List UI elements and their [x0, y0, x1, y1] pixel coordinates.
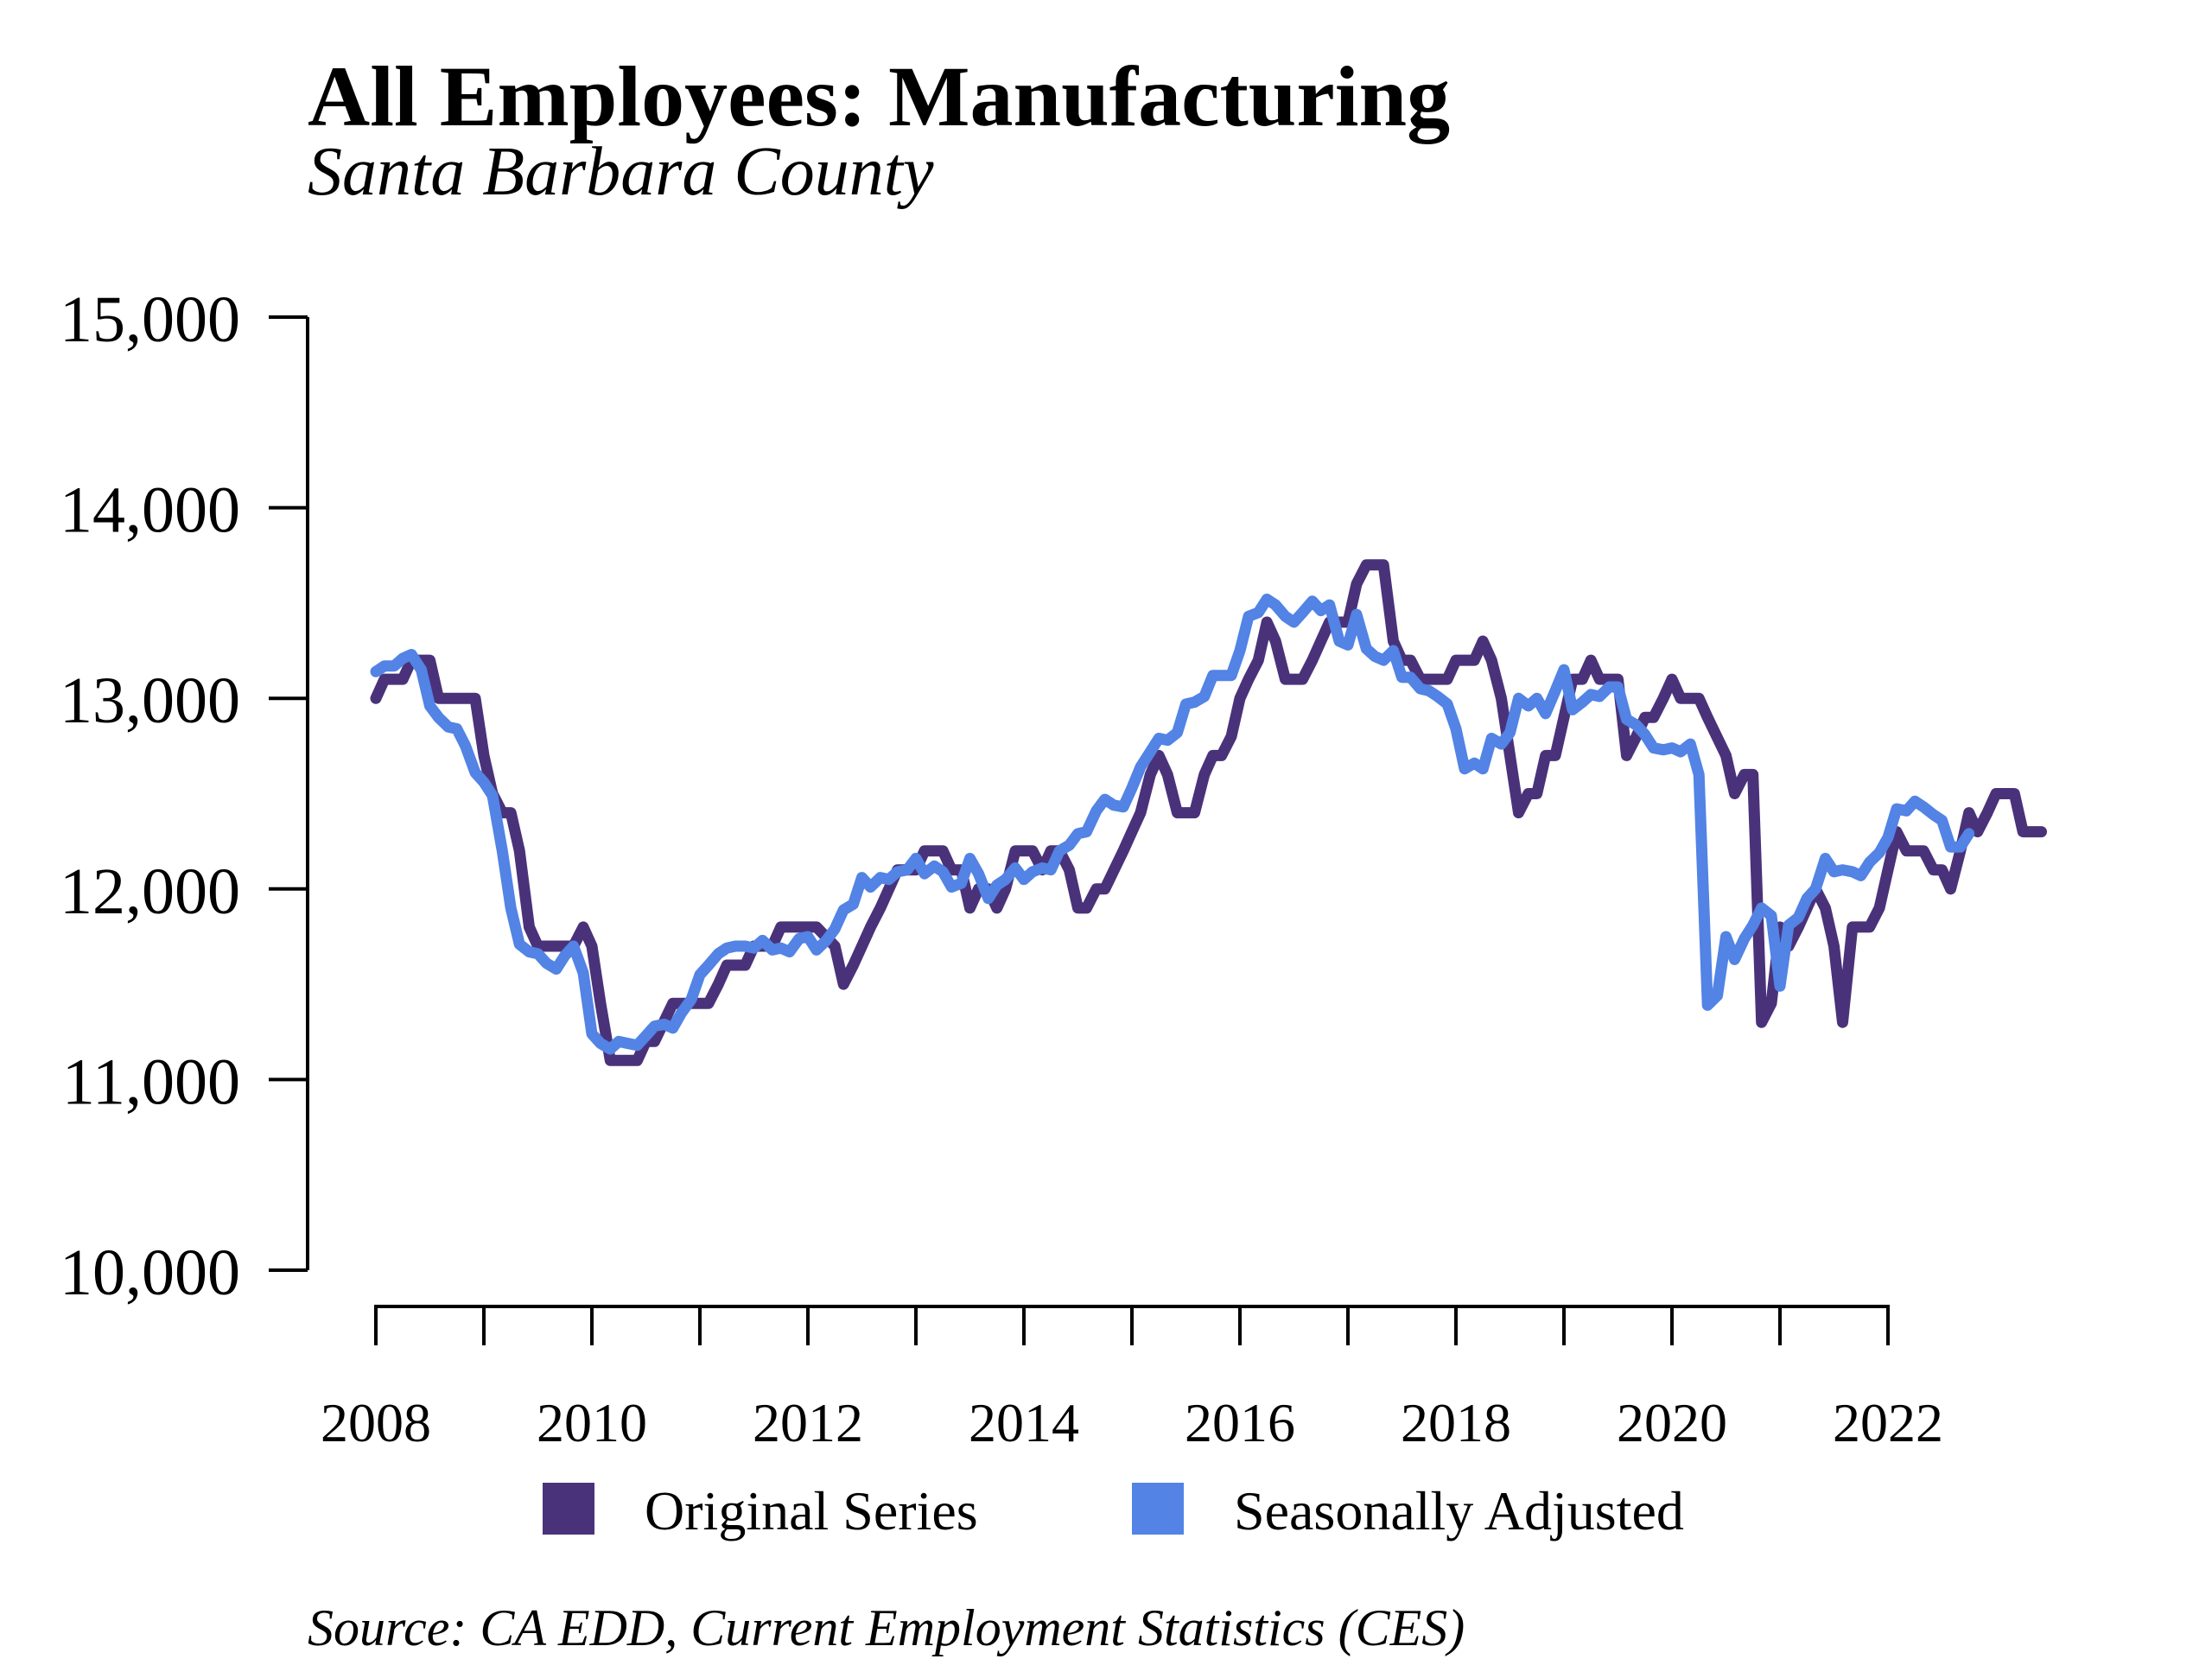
x-tick-label: 2022 [1833, 1392, 1943, 1453]
y-tick-label: 14,000 [60, 474, 240, 547]
x-axis: 2008 2010 2012 2014 2016 2018 2020 2022 [321, 1305, 1943, 1453]
x-tick-label: 2010 [537, 1392, 647, 1453]
y-tick-label: 11,000 [62, 1046, 240, 1118]
y-tick-label: 12,000 [60, 855, 240, 928]
legend-swatch-original [543, 1483, 594, 1535]
x-tick-label: 2016 [1185, 1392, 1295, 1453]
legend-label-original: Original Series [645, 1480, 978, 1541]
series-line-seasonally-adjusted [370, 594, 1975, 1055]
y-tick-label: 15,000 [60, 283, 240, 356]
x-tick-label: 2020 [1617, 1392, 1727, 1453]
chart-source: Source: CA EDD, Current Employment Stati… [308, 1599, 1465, 1656]
plot-area [370, 559, 2047, 1066]
x-tick-label: 2018 [1401, 1392, 1511, 1453]
x-tick-label: 2012 [753, 1392, 863, 1453]
legend-label-adjusted: Seasonally Adjusted [1234, 1480, 1684, 1541]
x-tick-label: 2014 [969, 1392, 1079, 1453]
y-axis: 10,000 11,000 12,000 13,000 14,000 15,000 [60, 283, 309, 1309]
legend: Original Series Seasonally Adjusted [543, 1480, 1684, 1541]
x-tick-label: 2008 [321, 1392, 431, 1453]
series-line-original [370, 559, 2047, 1066]
chart-title: All Employees: Manufacturing [308, 48, 1450, 144]
y-tick-label: 10,000 [60, 1236, 240, 1309]
legend-swatch-adjusted [1132, 1483, 1184, 1535]
y-tick-label: 13,000 [60, 664, 240, 737]
chart-subtitle: Santa Barbara County [308, 134, 934, 210]
